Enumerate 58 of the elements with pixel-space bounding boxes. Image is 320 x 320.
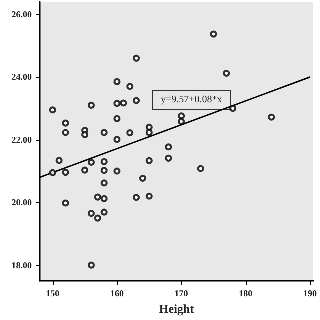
point: [88, 262, 95, 269]
point: [88, 210, 95, 218]
point: [100, 129, 108, 136]
point: [62, 200, 70, 207]
point: [94, 214, 102, 222]
point: [100, 167, 108, 174]
point: [146, 129, 153, 136]
point: [114, 168, 121, 175]
x-tick-label: 190: [304, 288, 318, 298]
point: [223, 70, 230, 77]
point: [146, 157, 153, 164]
point: [49, 169, 56, 176]
point: [114, 100, 121, 108]
point: [114, 78, 121, 86]
point: [133, 54, 140, 62]
point: [114, 115, 121, 122]
point: [126, 130, 134, 137]
point: [120, 100, 128, 107]
annotation: y=9.57+0.08*x: [161, 94, 222, 106]
x-tick-label: 180: [239, 288, 254, 298]
point: [133, 194, 140, 202]
point: [139, 174, 146, 182]
point: [230, 105, 237, 112]
point: [62, 120, 70, 127]
point: [165, 154, 172, 162]
point: [126, 83, 134, 90]
point: [94, 194, 102, 201]
y-tick-label: 26.00: [12, 10, 32, 20]
x-axis-title: Height: [159, 302, 194, 316]
x-tick-label: 160: [110, 288, 124, 298]
point: [49, 106, 56, 114]
point: [178, 112, 186, 120]
point: [268, 114, 276, 121]
point: [210, 30, 218, 38]
point: [82, 166, 89, 174]
point: [56, 157, 63, 164]
point: [100, 195, 108, 202]
point: [146, 124, 153, 131]
point: [88, 102, 95, 109]
point: [100, 158, 108, 166]
point: [197, 165, 204, 172]
y-tick-label: 22.00: [12, 134, 32, 145]
point: [62, 129, 70, 136]
x-tick-label: 170: [174, 288, 189, 298]
y-tick-label: 18.00: [12, 260, 32, 270]
y-tick-label: 20.00: [12, 198, 32, 208]
point: [178, 118, 186, 126]
point: [146, 192, 153, 200]
point: [100, 208, 108, 216]
x-tick-label: 150: [46, 288, 60, 298]
point: [82, 131, 89, 138]
point: [114, 136, 121, 144]
point: [133, 97, 140, 104]
point: [165, 144, 172, 151]
y-tick-label: 24.00: [12, 72, 32, 82]
point: [88, 159, 95, 166]
point: [100, 180, 108, 187]
point: [62, 169, 70, 176]
